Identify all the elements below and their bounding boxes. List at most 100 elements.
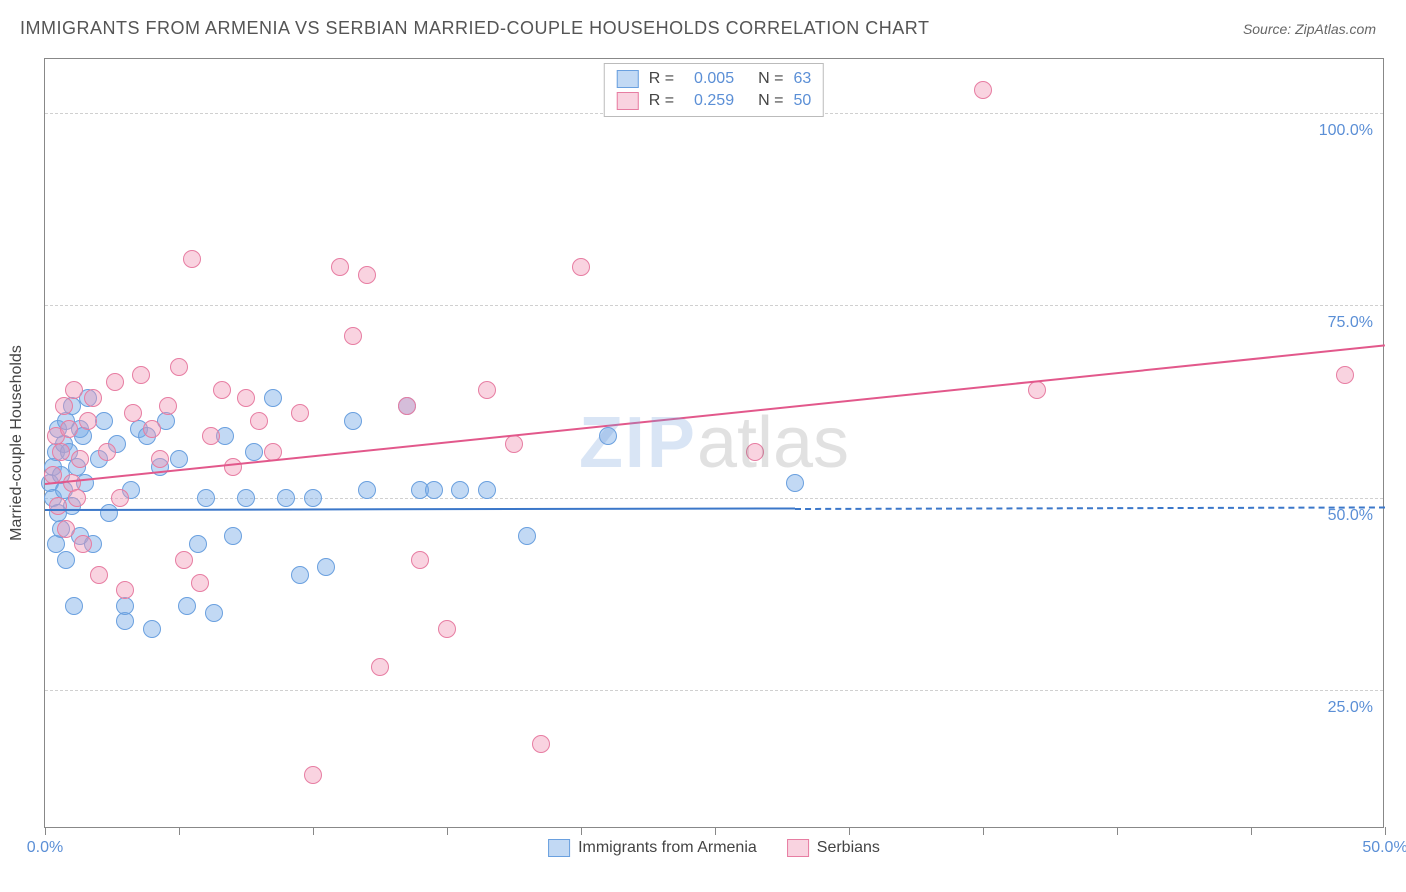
y-tick-label: 25.0% [1328,699,1373,717]
source-attribution: Source: ZipAtlas.com [1243,21,1376,37]
data-point-serbians [191,574,209,592]
trend-line [45,344,1385,485]
data-point-serbians [532,735,550,753]
data-point-armenia [786,474,804,492]
legend-swatch [548,839,570,857]
legend-swatch [617,70,639,88]
data-point-serbians [358,266,376,284]
data-point-serbians [52,443,70,461]
data-point-armenia [264,389,282,407]
gridline [45,690,1383,691]
x-tick [715,827,716,835]
data-point-serbians [106,373,124,391]
data-point-serbians [111,489,129,507]
data-point-serbians [183,250,201,268]
trend-line [45,508,795,512]
data-point-serbians [438,620,456,638]
x-tick [1251,827,1252,835]
data-point-serbians [79,412,97,430]
data-point-serbians [170,358,188,376]
data-point-armenia [358,481,376,499]
data-point-armenia [57,551,75,569]
r-label: R = [649,92,674,110]
n-value: 50 [793,92,811,110]
data-point-serbians [202,427,220,445]
data-point-serbians [68,489,86,507]
y-axis-title: Married-couple Households [8,345,26,541]
data-point-serbians [90,566,108,584]
x-tick [447,827,448,835]
data-point-armenia [143,620,161,638]
data-point-serbians [57,520,75,538]
data-point-armenia [599,427,617,445]
legend-stats-row-serbians: R =0.259N =50 [617,90,811,112]
data-point-serbians [159,397,177,415]
legend-stats: R =0.005N =63R =0.259N =50 [604,63,824,117]
data-point-armenia [425,481,443,499]
legend-series: Immigrants from Armenia Serbians [548,839,880,857]
x-tick [45,827,46,835]
data-point-serbians [1028,381,1046,399]
source-name: ZipAtlas.com [1295,21,1376,37]
data-point-armenia [170,450,188,468]
data-point-armenia [116,597,134,615]
x-tick-label: 50.0% [1362,839,1406,857]
legend-item-serbians: Serbians [787,839,880,857]
data-point-armenia [277,489,295,507]
n-value: 63 [793,70,811,88]
data-point-serbians [132,366,150,384]
legend-label: Immigrants from Armenia [578,839,757,857]
x-tick-label: 0.0% [27,839,63,857]
data-point-serbians [213,381,231,399]
y-tick-label: 100.0% [1319,122,1373,140]
data-point-serbians [250,412,268,430]
data-point-serbians [478,381,496,399]
legend-stats-row-armenia: R =0.005N =63 [617,68,811,90]
data-point-serbians [304,766,322,784]
data-point-armenia [95,412,113,430]
data-point-serbians [65,381,83,399]
data-point-armenia [344,412,362,430]
data-point-serbians [398,397,416,415]
data-point-armenia [65,597,83,615]
y-tick-label: 75.0% [1328,314,1373,332]
data-point-serbians [331,258,349,276]
data-point-serbians [411,551,429,569]
data-point-serbians [60,420,78,438]
plot-area: 25.0%50.0%75.0%100.0%0.0%50.0% [45,59,1383,827]
data-point-armenia [178,597,196,615]
data-point-serbians [55,397,73,415]
legend-label: Serbians [817,839,880,857]
source-prefix: Source: [1243,21,1295,37]
n-label: N = [758,70,783,88]
data-point-serbians [84,389,102,407]
legend-swatch [787,839,809,857]
data-point-armenia [291,566,309,584]
x-tick [1117,827,1118,835]
data-point-serbians [71,450,89,468]
x-tick [581,827,582,835]
x-tick [179,827,180,835]
data-point-serbians [116,581,134,599]
data-point-serbians [746,443,764,461]
data-point-serbians [124,404,142,422]
data-point-armenia [245,443,263,461]
trend-line [795,506,1385,510]
data-point-serbians [224,458,242,476]
data-point-serbians [237,389,255,407]
data-point-serbians [974,81,992,99]
data-point-serbians [143,420,161,438]
data-point-armenia [518,527,536,545]
legend-swatch [617,92,639,110]
data-point-armenia [478,481,496,499]
data-point-serbians [371,658,389,676]
data-point-armenia [205,604,223,622]
data-point-serbians [175,551,193,569]
y-tick-label: 50.0% [1328,507,1373,525]
data-point-armenia [237,489,255,507]
x-tick [1385,827,1386,835]
data-point-armenia [451,481,469,499]
x-tick [849,827,850,835]
data-point-armenia [317,558,335,576]
data-point-serbians [49,497,67,515]
